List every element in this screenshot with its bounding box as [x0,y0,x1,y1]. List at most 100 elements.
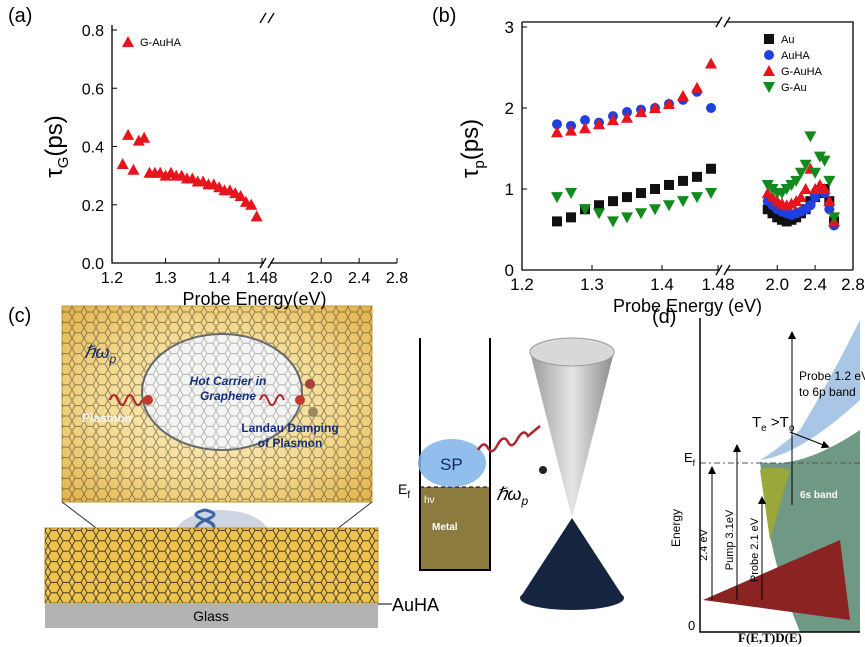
auha-label: AuHA [392,595,439,615]
y-tick-label: 0.6 [82,81,104,98]
omega-main: ℏω [496,484,521,504]
point [706,163,716,174]
sp-label: SP [440,455,463,474]
point [635,208,647,220]
arrow-label: Probe 2.1 eV [749,517,761,582]
point [579,204,591,216]
probe-top-line: to 6p band [799,385,856,399]
omega-mid: ℏωp [496,484,528,508]
axis-break [259,257,275,269]
point [551,126,563,138]
point [245,198,258,210]
point [122,128,135,140]
y-label: Energy [669,509,683,547]
point [804,131,817,143]
y-axis-label: τG(ps) [41,115,72,178]
well [419,338,491,571]
omega: ℏωp [84,342,116,366]
point [159,169,172,181]
point [691,192,703,204]
legend-label: G-Au [781,82,807,94]
legend-marker [763,82,775,93]
x-tick-label: 2.4 [803,275,827,294]
panel-d: (d) Probe 1.2 eV to 6p band Te >To Ef 6s … [652,306,865,645]
panel-label: (a) [8,5,32,27]
band-label: 6s band [800,490,838,501]
d-band [703,540,850,620]
x-tick-label: 1.2 [101,270,123,287]
x-tick-label: 1.4 [650,275,674,294]
wave [109,394,143,406]
landau-line: of Plasmon [258,436,323,450]
y-label-unit: (ps) [41,115,68,156]
point [607,216,619,228]
point [132,134,145,146]
point [649,204,661,216]
point [552,216,562,227]
cone-base [520,586,624,610]
point [810,192,821,203]
y-label-unit: (ps) [457,119,484,160]
photon [476,425,541,453]
probe-top-line: Probe 1.2 eV [799,369,865,383]
ef-main: E [684,450,693,465]
point [805,200,816,211]
legend-label: AuHA [781,50,810,62]
point [794,167,807,179]
point [823,175,836,187]
ef-sub: f [407,490,410,501]
legend-label: G-AuHA [140,37,182,49]
carrier [295,395,305,405]
point [706,103,716,113]
point [552,119,562,130]
x-tick-label: 2.4 [348,270,370,287]
legend-label: G-AuHA [781,66,823,78]
glass [45,603,378,628]
hot-carrier-line: Hot Carrier in [190,374,267,388]
point [799,183,812,194]
point [664,179,674,190]
y-label-sub: p [471,160,488,168]
point [663,200,675,212]
point [116,157,129,169]
point [234,190,247,202]
hot-tail [760,320,860,460]
x-tick-label: 1.48 [246,270,277,287]
y-tick-label: 0.2 [82,198,104,215]
film-lattice [45,528,378,603]
y-tick-label: 0.0 [82,256,104,273]
landau-line: Landau Damping [241,421,338,435]
omega-sub: p [520,494,528,508]
axis-break [259,12,275,24]
point [593,208,605,220]
band-edge [760,467,790,540]
point [818,155,831,167]
arrow [789,431,830,449]
x-tick-label: 1.3 [154,270,176,287]
metal-label: Metal [432,522,458,533]
zero-label: 0 [688,618,695,633]
x-axis-label: Probe Energy (eV) [613,296,762,316]
point [691,81,703,93]
point [622,192,632,203]
arrow-label: 2.4 eV [698,528,710,560]
point [818,183,831,194]
y-tick-label: 1 [505,180,514,199]
point [250,210,263,222]
temp-part: e [761,423,767,434]
legend-marker [764,34,774,44]
panel-label: (c) [8,305,31,327]
x-tick-label: 1.2 [510,275,534,294]
y-tick-label: 0.4 [82,140,104,157]
carrier [305,379,315,389]
y-label-main: τ [457,168,484,178]
sp [418,439,486,487]
axis-break [715,264,731,276]
chart: (a) 0.0 0.2 0.4 0.6 0.8 1.2 1.3 1.4 1.48 2.0 2.4 2.8… [8,5,408,309]
temp-part: o [789,423,795,434]
landau: Landau Damping of Plasmon [241,421,338,450]
panel-label: (d) [652,306,676,328]
omega-main: ℏω [84,342,109,362]
point [608,196,618,207]
